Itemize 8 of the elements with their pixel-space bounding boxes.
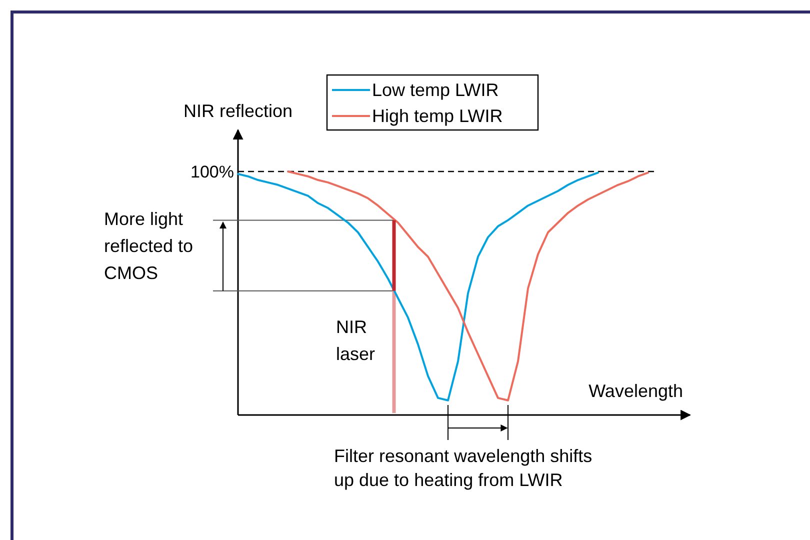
annotation: NIR laser: [336, 317, 376, 364]
text: Filter resonant wavelength shifts up due to heating from LWIR: [334, 446, 592, 490]
text: More light reflected to CMOS: [104, 209, 194, 283]
x-axis-title: Wavelength: [588, 381, 683, 401]
legend-label: Low temp LWIR: [372, 80, 499, 100]
legend-label: High temp LWIR: [372, 106, 503, 126]
ref-line-label: 100%: [190, 162, 234, 182]
y-axis-title: NIR reflection: [183, 101, 293, 121]
